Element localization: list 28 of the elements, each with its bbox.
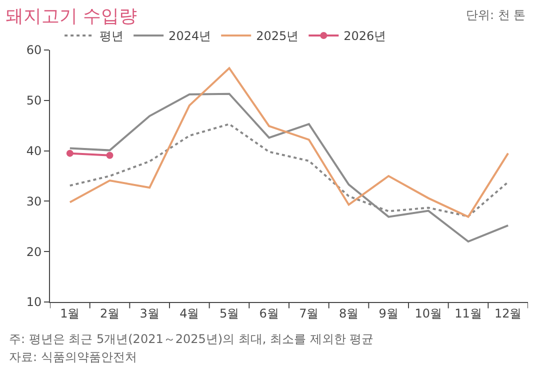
y-tick-label: 30 xyxy=(26,194,42,208)
x-tick-label: 9월 xyxy=(378,306,398,320)
legend-label: 2024년 xyxy=(168,29,212,44)
chart-title: 돼지고기 수입량 xyxy=(5,6,138,27)
x-tick-label: 11월 xyxy=(454,306,482,320)
y-tick-label: 20 xyxy=(26,244,42,259)
x-tick-label: 3월 xyxy=(140,306,160,320)
legend-label: 2025년 xyxy=(256,29,299,44)
x-tick-label: 10월 xyxy=(414,306,442,320)
legend-label: 평년 xyxy=(100,29,124,44)
text: 단위: 천 톤 xyxy=(466,8,526,22)
x-tick-label: 6월 xyxy=(259,306,279,320)
y-tick-label: 60 xyxy=(26,43,42,58)
x-tick-label: 2월 xyxy=(100,306,120,320)
line-series xyxy=(68,92,510,243)
y-tick-label: 10 xyxy=(26,295,42,310)
x-tick-label: 8월 xyxy=(338,306,359,320)
x-tick-label: 7월 xyxy=(299,306,319,320)
x-tick-label: 5월 xyxy=(219,306,240,320)
legend-label: 2026년 xyxy=(344,29,386,44)
x-tick-label: 4월 xyxy=(180,306,200,320)
x-tick-label: 1월 xyxy=(60,306,80,320)
text: 주: 평년은 최근 5개년(2021～2025년)의 최대, 최소를 제외한 평균 xyxy=(9,332,374,346)
y-tick-label: 50 xyxy=(26,94,42,108)
text: 자료: 식품의약품안전처 xyxy=(9,350,137,364)
y-tick-label: 40 xyxy=(26,144,42,158)
line-series xyxy=(68,67,510,218)
x-tick-label: 12월 xyxy=(494,306,522,320)
